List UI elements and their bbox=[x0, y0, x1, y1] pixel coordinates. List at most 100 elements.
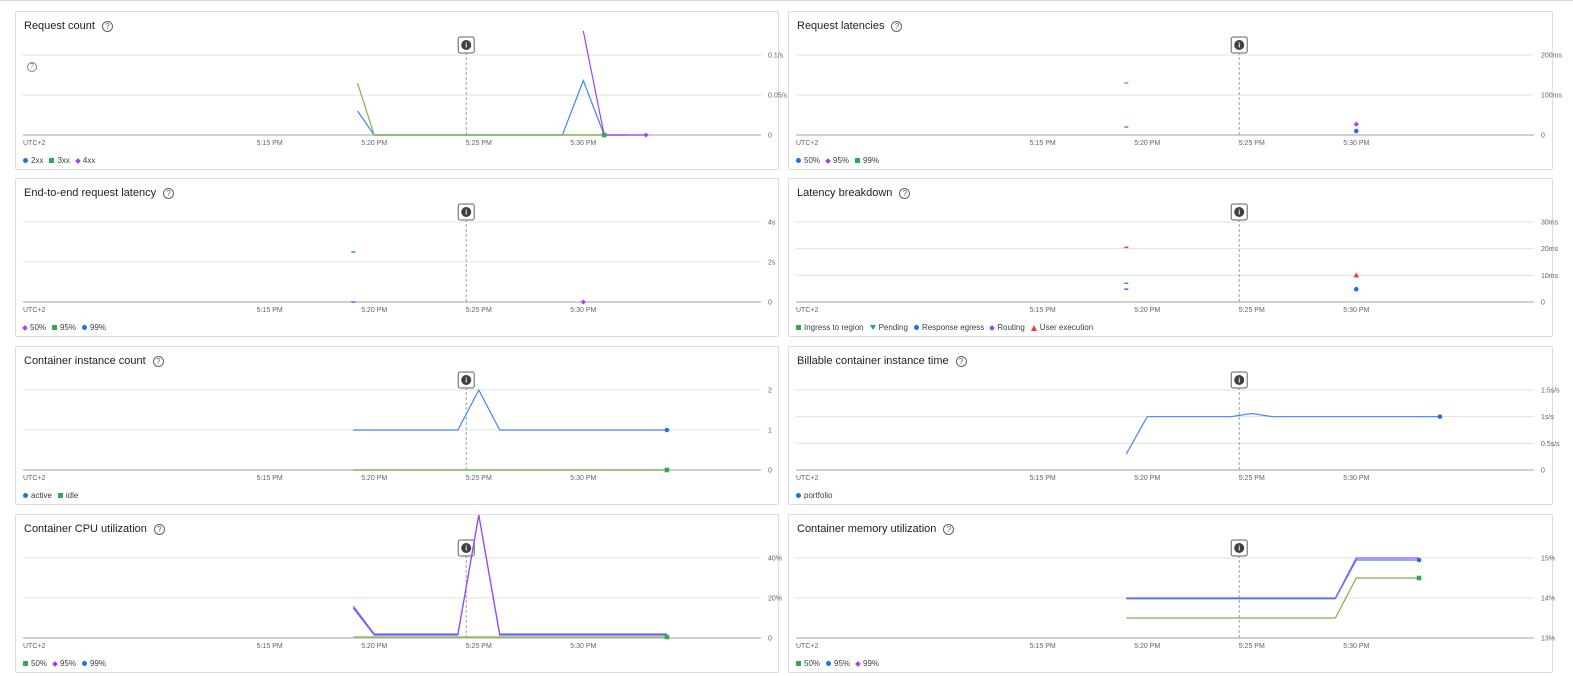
help-circle-icon[interactable]: ? bbox=[899, 187, 911, 199]
help-circle-icon[interactable]: ? bbox=[891, 20, 903, 32]
x-tick-label: 5:15 PM bbox=[1030, 140, 1056, 147]
legend-item-user-execution[interactable]: User execution bbox=[1030, 323, 1093, 332]
info-icon[interactable]: i bbox=[1230, 36, 1248, 54]
x-tick-label: 5:15 PM bbox=[1030, 307, 1056, 314]
x-tick-label: 5:25 PM bbox=[466, 307, 492, 314]
legend-item-response-egress[interactable]: Response egress bbox=[913, 323, 984, 332]
chart-legend: Ingress to region Pending Response egress R… bbox=[796, 323, 1093, 332]
x-tick-label: 5:15 PM bbox=[1030, 643, 1056, 650]
chart-svg: 30ms 20ms 10ms 0 UTC+2 5:15 PM 5:20 PM 5:25 PM 5… bbox=[796, 203, 1559, 314]
legend-marker-icon bbox=[796, 493, 801, 498]
data-point-4xx[interactable] bbox=[643, 132, 649, 138]
info-icon[interactable]: i bbox=[457, 539, 475, 557]
legend-marker-icon bbox=[22, 324, 28, 331]
y-tick-label: 14% bbox=[1541, 596, 1555, 603]
data-point-50[interactable] bbox=[580, 299, 586, 305]
legend-item-ingress-to-region[interactable]: Ingress to region bbox=[796, 323, 864, 332]
data-point-3xx[interactable] bbox=[601, 132, 607, 138]
legend-label: 99% bbox=[90, 323, 107, 332]
legend-item-99[interactable]: 99% bbox=[855, 156, 879, 165]
legend-item-portfolio[interactable]: portfolio bbox=[796, 491, 832, 500]
legend-label: 3xx bbox=[57, 156, 70, 165]
legend-item-95[interactable]: 95% bbox=[825, 156, 849, 165]
legend-item-3xx[interactable]: 3xx bbox=[49, 156, 70, 165]
data-point-50[interactable] bbox=[1416, 575, 1422, 581]
x-tick-label: 5:25 PM bbox=[1239, 475, 1265, 482]
chart-legend: 2xx 3xx 4xx bbox=[23, 156, 95, 165]
legend-marker-icon bbox=[826, 661, 832, 666]
series-line-2xx[interactable] bbox=[357, 78, 626, 136]
x-tick-label: 5:20 PM bbox=[1134, 643, 1160, 650]
legend-item-routing[interactable]: Routing bbox=[989, 323, 1025, 332]
series-line-portfolio[interactable] bbox=[1125, 412, 1440, 455]
legend-label: 50% bbox=[804, 659, 821, 668]
series-line-4xx[interactable] bbox=[582, 30, 646, 136]
legend-marker-icon bbox=[23, 158, 28, 163]
legend-item-idle[interactable]: idle bbox=[57, 491, 78, 500]
legend-item-50[interactable]: 50% bbox=[22, 323, 46, 332]
legend-item-99[interactable]: 99% bbox=[82, 323, 106, 332]
legend-item-50[interactable]: 50% bbox=[23, 659, 47, 668]
data-point-50[interactable] bbox=[1353, 128, 1359, 134]
legend-item-99[interactable]: 99% bbox=[855, 659, 880, 668]
data-point-idle[interactable] bbox=[664, 467, 670, 473]
x-tick-label: 5:30 PM bbox=[570, 140, 596, 147]
y-tick-label: 2s bbox=[768, 260, 776, 267]
help-circle-icon[interactable]: ? bbox=[101, 20, 113, 32]
data-point-95[interactable] bbox=[1416, 557, 1422, 563]
legend-item-95[interactable]: 95% bbox=[52, 659, 77, 668]
help-circle-icon[interactable]: ? bbox=[955, 355, 967, 367]
series-line-50[interactable] bbox=[1126, 577, 1419, 619]
legend-marker-icon bbox=[869, 325, 876, 330]
y-tick-label: 0.05/s bbox=[768, 93, 788, 100]
chart-title-text: Request latencies bbox=[797, 20, 885, 32]
chart-svg: 0.1/s 0.05/s 0 UTC+2 5:15 PM 5:20 PM 5:25 PM 5:… bbox=[23, 30, 788, 147]
info-icon[interactable]: i bbox=[1230, 371, 1248, 389]
legend-label: 95% bbox=[60, 659, 77, 668]
help-circle-icon[interactable]: ? bbox=[152, 355, 164, 367]
y-tick-label: 2 bbox=[768, 388, 772, 395]
series-line-3xx[interactable] bbox=[356, 82, 605, 136]
legend-item-pending[interactable]: Pending bbox=[869, 323, 908, 332]
y-tick-label: 0 bbox=[768, 636, 772, 643]
series-line-95[interactable] bbox=[1126, 559, 1419, 600]
y-tick-label: 0 bbox=[768, 133, 772, 140]
chart-title-text: Container instance count bbox=[24, 355, 146, 367]
legend-marker-icon bbox=[23, 493, 28, 498]
data-point-response-egress[interactable] bbox=[1353, 286, 1359, 292]
info-icon[interactable]: i bbox=[1230, 203, 1248, 221]
svg-text:i: i bbox=[1238, 210, 1240, 217]
data-point-portfolio[interactable] bbox=[1437, 414, 1443, 419]
legend-item-95[interactable]: 95% bbox=[826, 659, 850, 668]
chart-card-cpu-utilization: Container CPU utilization? 40% 20% 0 UTC+2 5:… bbox=[15, 514, 782, 673]
help-circle-icon[interactable]: ? bbox=[163, 187, 175, 199]
series-line-active[interactable] bbox=[353, 388, 667, 431]
data-point-50[interactable] bbox=[664, 634, 670, 640]
info-icon[interactable]: i bbox=[457, 36, 475, 54]
chart-title-text: Request count bbox=[24, 20, 95, 32]
series-line-99[interactable] bbox=[1126, 557, 1419, 599]
series-line-99[interactable] bbox=[352, 514, 667, 635]
data-point-95[interactable] bbox=[1353, 121, 1359, 127]
series-line-95[interactable] bbox=[352, 514, 667, 636]
legend-marker-icon bbox=[913, 325, 919, 330]
legend-item-4xx[interactable]: 4xx bbox=[75, 156, 95, 165]
legend-item-active[interactable]: active bbox=[23, 491, 52, 500]
data-point-user-execution[interactable] bbox=[1353, 272, 1360, 278]
legend-item-50[interactable]: 50% bbox=[796, 156, 820, 165]
legend-item-95[interactable]: 95% bbox=[52, 323, 76, 332]
legend-marker-icon bbox=[52, 660, 58, 667]
data-point-active[interactable] bbox=[664, 427, 670, 433]
info-icon[interactable]: i bbox=[1230, 539, 1248, 557]
help-circle-icon[interactable]: ? bbox=[153, 523, 165, 535]
legend-item-2xx[interactable]: 2xx bbox=[23, 156, 43, 165]
legend-item-99[interactable]: 99% bbox=[82, 659, 106, 668]
info-icon[interactable]: i bbox=[457, 203, 475, 221]
x-timezone-label: UTC+2 bbox=[23, 643, 45, 650]
chart-help-icon[interactable]: ? bbox=[27, 62, 37, 72]
legend-item-50[interactable]: 50% bbox=[796, 659, 820, 668]
x-tick-label: 5:20 PM bbox=[361, 140, 387, 147]
help-circle-icon[interactable]: ? bbox=[943, 523, 955, 535]
legend-label: 99% bbox=[863, 659, 880, 668]
info-icon[interactable]: i bbox=[457, 371, 475, 389]
